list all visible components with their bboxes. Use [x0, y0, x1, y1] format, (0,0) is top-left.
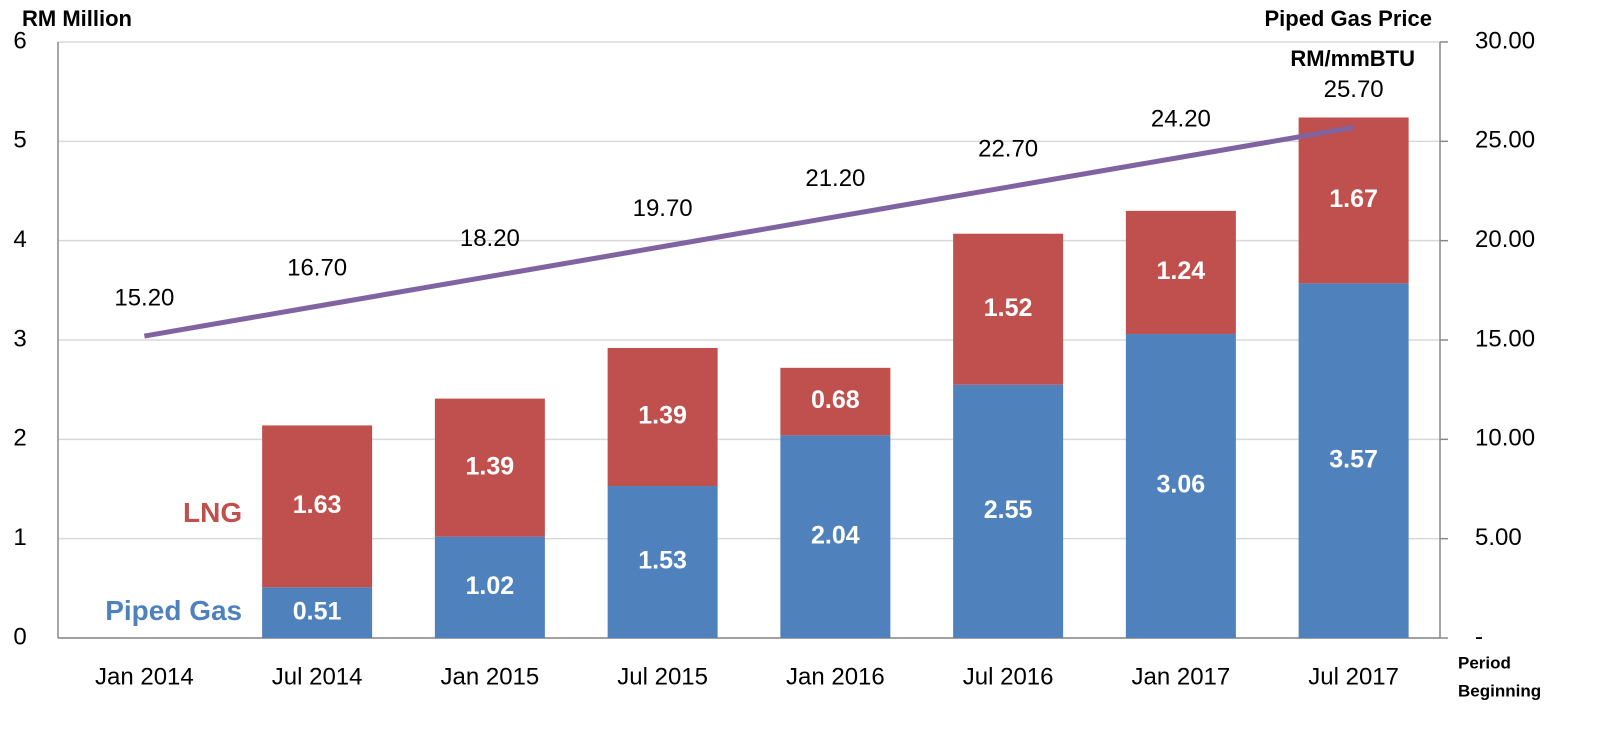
bar-value-label: 2.04: [811, 521, 860, 549]
line-value-label: 19.70: [633, 195, 693, 222]
line-value-label: 18.20: [460, 225, 520, 252]
x-tick-label: Jul 2014: [272, 663, 363, 690]
bar-segment: [607, 486, 718, 638]
bar-segment: [607, 347, 718, 487]
y-tick-label: 6: [13, 27, 26, 54]
bar-segment: [953, 233, 1064, 385]
y-tick-label: 2: [13, 425, 26, 452]
y-tick-label: 1: [13, 524, 26, 551]
y-tick-label: 5: [13, 127, 26, 154]
bar-segment: [1125, 210, 1236, 335]
bar-value-label: 2.55: [984, 496, 1033, 524]
bar-value-label: 1.39: [638, 402, 687, 430]
x-tick-label: Jan 2016: [786, 663, 885, 690]
y2-tick-label: 5.00: [1475, 524, 1522, 551]
bar-segment: [1125, 334, 1236, 638]
legend-label: Piped Gas: [105, 595, 242, 626]
bar-value-label: 1.53: [638, 547, 687, 575]
y2-tick-label: 30.00: [1475, 27, 1535, 54]
bar-segment: [780, 367, 891, 436]
y2-tick-label: 20.00: [1475, 226, 1535, 253]
bar-value-label: 3.06: [1157, 471, 1206, 499]
bar-value-label: 1.24: [1157, 257, 1206, 285]
bar-segment: [1298, 117, 1409, 284]
x-tick-label: Jul 2016: [963, 663, 1054, 690]
bar-value-label: 1.63: [293, 491, 342, 519]
bar-value-label: 0.68: [811, 386, 860, 414]
y2-tick-label: 15.00: [1475, 325, 1535, 352]
y-axis-label: RM Million: [22, 6, 132, 31]
x-tick-label: Jan 2014: [95, 663, 194, 690]
y2-tick-label: 10.00: [1475, 425, 1535, 452]
x-tick-label: Jan 2017: [1131, 663, 1230, 690]
legend-label: LNG: [183, 497, 242, 528]
line-value-label: 21.20: [805, 165, 865, 192]
y2-tick-label: -: [1475, 623, 1483, 650]
bar-value-label: 3.57: [1329, 445, 1378, 473]
bar-segment: [434, 398, 545, 537]
y-tick-label: 4: [13, 226, 26, 253]
bar-value-label: 1.67: [1329, 185, 1378, 213]
line-value-label: 25.70: [1324, 76, 1384, 103]
bar-segment: [434, 536, 545, 638]
line-value-label: 24.20: [1151, 106, 1211, 133]
y2-axis-label: Piped Gas Price: [1264, 6, 1432, 31]
y2-tick-label: 25.00: [1475, 127, 1535, 154]
bar-segment: [953, 384, 1064, 638]
bar-value-label: 0.51: [293, 597, 342, 625]
line-value-label: 22.70: [978, 135, 1038, 162]
x-axis-label: Beginning: [1458, 681, 1541, 700]
bar-value-label: 1.52: [984, 294, 1033, 322]
bar-segment: [780, 435, 891, 638]
bar-segment: [262, 587, 373, 638]
line-value-label: 15.20: [114, 284, 174, 311]
y-tick-label: 0: [13, 623, 26, 650]
bar-value-label: 1.39: [466, 452, 515, 480]
y-tick-label: 3: [13, 325, 26, 352]
x-tick-label: Jan 2015: [440, 663, 539, 690]
x-tick-label: Jul 2015: [617, 663, 708, 690]
bar-segment: [1298, 283, 1409, 638]
y2-axis-label: RM/mmBTU: [1290, 46, 1415, 71]
line-value-label: 16.70: [287, 255, 347, 282]
x-tick-label: Jul 2017: [1308, 663, 1399, 690]
x-axis-label: Period: [1458, 653, 1511, 672]
bar-value-label: 1.02: [466, 572, 515, 600]
line: [143, 124, 1355, 339]
bar-segment: [262, 425, 373, 588]
